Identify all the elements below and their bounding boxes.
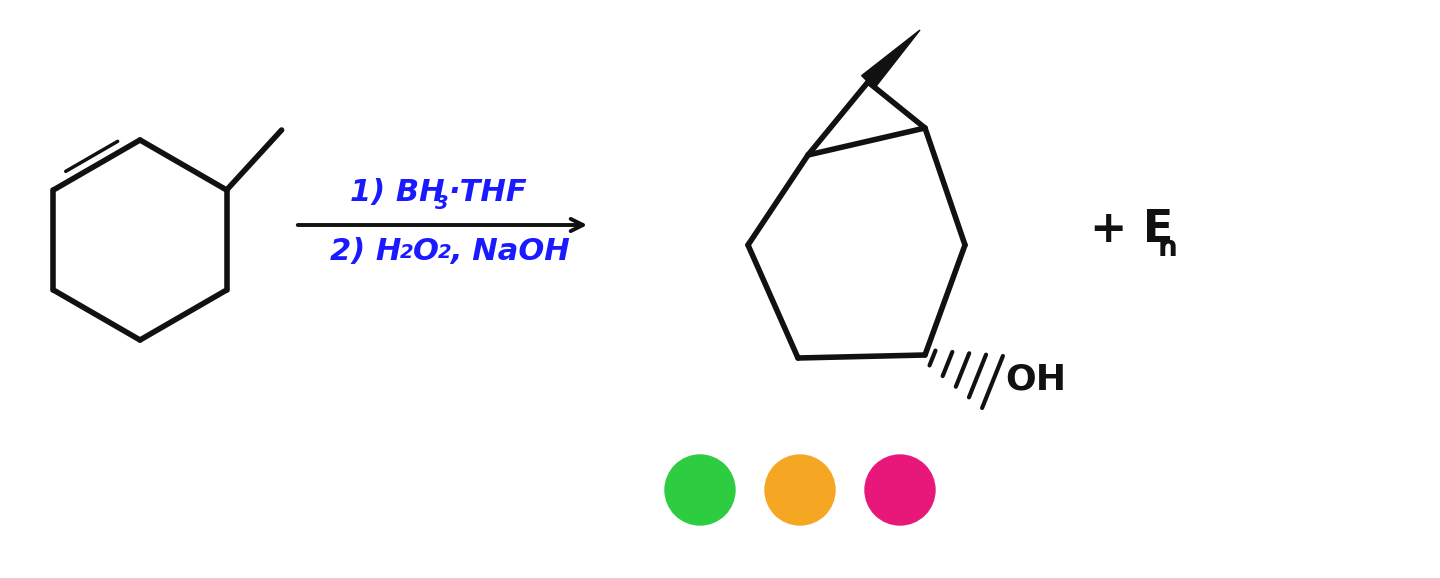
Text: 2: 2 bbox=[438, 243, 452, 262]
Text: ·THF: ·THF bbox=[448, 178, 527, 207]
Text: OH: OH bbox=[1005, 363, 1066, 397]
Text: + E: + E bbox=[1090, 209, 1174, 251]
Circle shape bbox=[865, 455, 935, 525]
Text: 3: 3 bbox=[435, 194, 449, 213]
Polygon shape bbox=[861, 30, 920, 88]
Text: n: n bbox=[1158, 234, 1178, 262]
Text: , NaOH: , NaOH bbox=[449, 237, 570, 266]
Text: O: O bbox=[413, 237, 439, 266]
Text: 1) BH: 1) BH bbox=[350, 178, 445, 207]
Circle shape bbox=[665, 455, 734, 525]
Text: 2) H: 2) H bbox=[330, 237, 402, 266]
Circle shape bbox=[765, 455, 835, 525]
Text: 2: 2 bbox=[400, 243, 413, 262]
